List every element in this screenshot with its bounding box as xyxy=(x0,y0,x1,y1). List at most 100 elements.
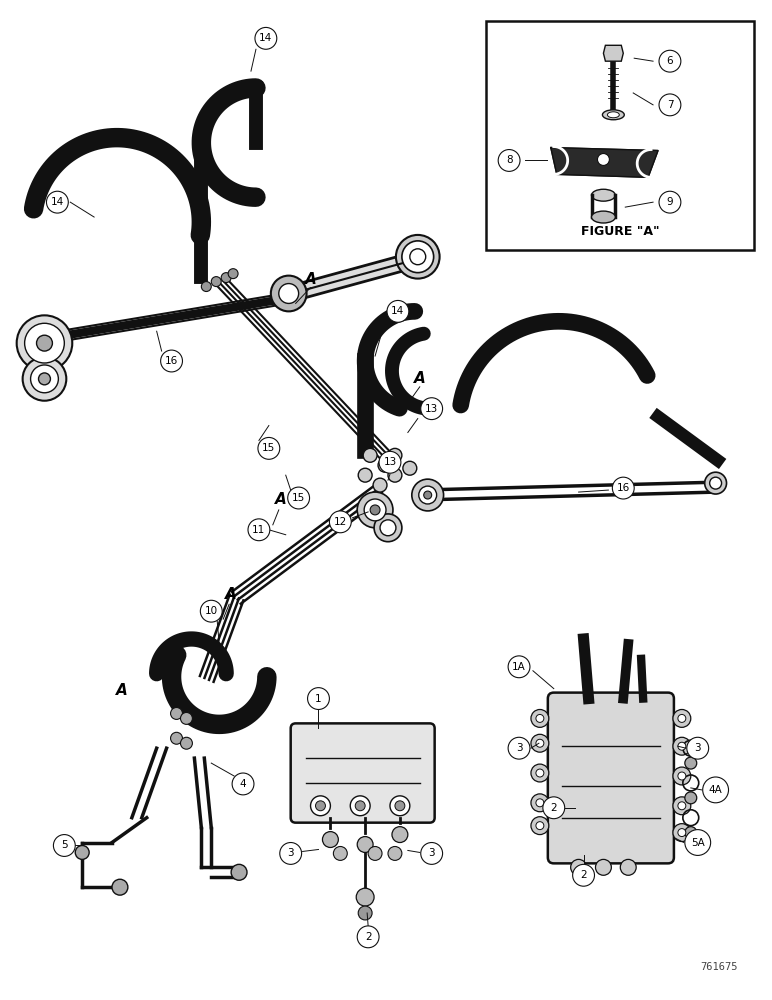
Circle shape xyxy=(334,846,347,860)
Circle shape xyxy=(678,802,686,810)
Circle shape xyxy=(212,277,222,287)
Circle shape xyxy=(171,707,182,719)
Circle shape xyxy=(171,732,182,744)
Circle shape xyxy=(685,830,711,855)
Text: 3: 3 xyxy=(287,848,294,858)
Circle shape xyxy=(678,714,686,722)
Text: 3: 3 xyxy=(428,848,435,858)
Circle shape xyxy=(685,827,697,839)
Circle shape xyxy=(288,487,310,509)
Circle shape xyxy=(536,822,543,830)
Circle shape xyxy=(678,742,686,750)
Circle shape xyxy=(53,835,75,856)
Text: 6: 6 xyxy=(667,56,673,66)
Circle shape xyxy=(678,772,686,780)
Circle shape xyxy=(75,845,89,859)
Circle shape xyxy=(685,792,697,804)
Circle shape xyxy=(498,150,520,171)
Circle shape xyxy=(374,514,402,542)
Circle shape xyxy=(531,734,549,752)
Ellipse shape xyxy=(608,112,619,118)
Text: 8: 8 xyxy=(506,155,513,165)
Text: 2: 2 xyxy=(365,932,371,942)
Circle shape xyxy=(378,458,392,472)
Circle shape xyxy=(411,479,444,511)
Circle shape xyxy=(17,315,73,371)
Text: A: A xyxy=(225,587,237,602)
Circle shape xyxy=(380,520,396,536)
Circle shape xyxy=(379,451,401,473)
Circle shape xyxy=(388,846,402,860)
Circle shape xyxy=(373,478,387,492)
Circle shape xyxy=(310,796,330,816)
Circle shape xyxy=(231,864,247,880)
Circle shape xyxy=(46,191,68,213)
Circle shape xyxy=(232,773,254,795)
Circle shape xyxy=(531,709,549,727)
Circle shape xyxy=(330,511,351,533)
Circle shape xyxy=(673,824,691,842)
Circle shape xyxy=(536,739,543,747)
Circle shape xyxy=(421,843,442,864)
Circle shape xyxy=(531,764,549,782)
Circle shape xyxy=(358,468,372,482)
Circle shape xyxy=(573,864,594,886)
Circle shape xyxy=(370,505,380,515)
Text: 11: 11 xyxy=(252,525,266,535)
Circle shape xyxy=(388,448,402,462)
Circle shape xyxy=(31,365,59,393)
Text: A: A xyxy=(414,371,425,386)
Circle shape xyxy=(424,491,432,499)
Circle shape xyxy=(258,437,279,459)
Circle shape xyxy=(531,794,549,812)
Circle shape xyxy=(571,859,587,875)
Circle shape xyxy=(388,468,402,482)
Circle shape xyxy=(279,843,302,864)
Circle shape xyxy=(395,801,405,811)
Circle shape xyxy=(673,767,691,785)
Circle shape xyxy=(356,888,374,906)
Circle shape xyxy=(620,859,636,875)
Circle shape xyxy=(357,926,379,948)
Circle shape xyxy=(687,737,709,759)
Ellipse shape xyxy=(591,211,615,223)
FancyBboxPatch shape xyxy=(548,693,674,863)
Circle shape xyxy=(685,757,697,769)
Circle shape xyxy=(403,461,417,475)
Circle shape xyxy=(255,27,277,49)
Text: FIGURE "A": FIGURE "A" xyxy=(581,225,659,238)
Circle shape xyxy=(536,799,543,807)
Circle shape xyxy=(595,859,611,875)
Text: 761675: 761675 xyxy=(700,962,737,972)
Text: 15: 15 xyxy=(292,493,305,503)
Circle shape xyxy=(536,769,543,777)
Circle shape xyxy=(355,801,365,811)
Text: 14: 14 xyxy=(391,306,405,316)
Circle shape xyxy=(705,472,726,494)
FancyBboxPatch shape xyxy=(291,723,435,823)
Circle shape xyxy=(357,492,393,528)
Circle shape xyxy=(36,335,52,351)
Circle shape xyxy=(508,737,530,759)
Circle shape xyxy=(673,709,691,727)
Circle shape xyxy=(201,600,222,622)
Circle shape xyxy=(531,817,549,835)
Text: 4: 4 xyxy=(240,779,246,789)
Circle shape xyxy=(659,50,681,72)
Circle shape xyxy=(181,737,192,749)
Bar xyxy=(486,21,754,250)
Text: 14: 14 xyxy=(259,33,273,43)
Circle shape xyxy=(39,373,50,385)
Circle shape xyxy=(387,300,409,322)
Circle shape xyxy=(350,796,370,816)
Text: 3: 3 xyxy=(695,743,701,753)
Text: 1A: 1A xyxy=(512,662,526,672)
Text: 1: 1 xyxy=(315,694,322,704)
Circle shape xyxy=(418,486,437,504)
Circle shape xyxy=(22,357,66,401)
Ellipse shape xyxy=(591,189,615,201)
Circle shape xyxy=(323,832,338,847)
Text: 3: 3 xyxy=(516,743,523,753)
Text: 9: 9 xyxy=(667,197,673,207)
Circle shape xyxy=(316,801,326,811)
